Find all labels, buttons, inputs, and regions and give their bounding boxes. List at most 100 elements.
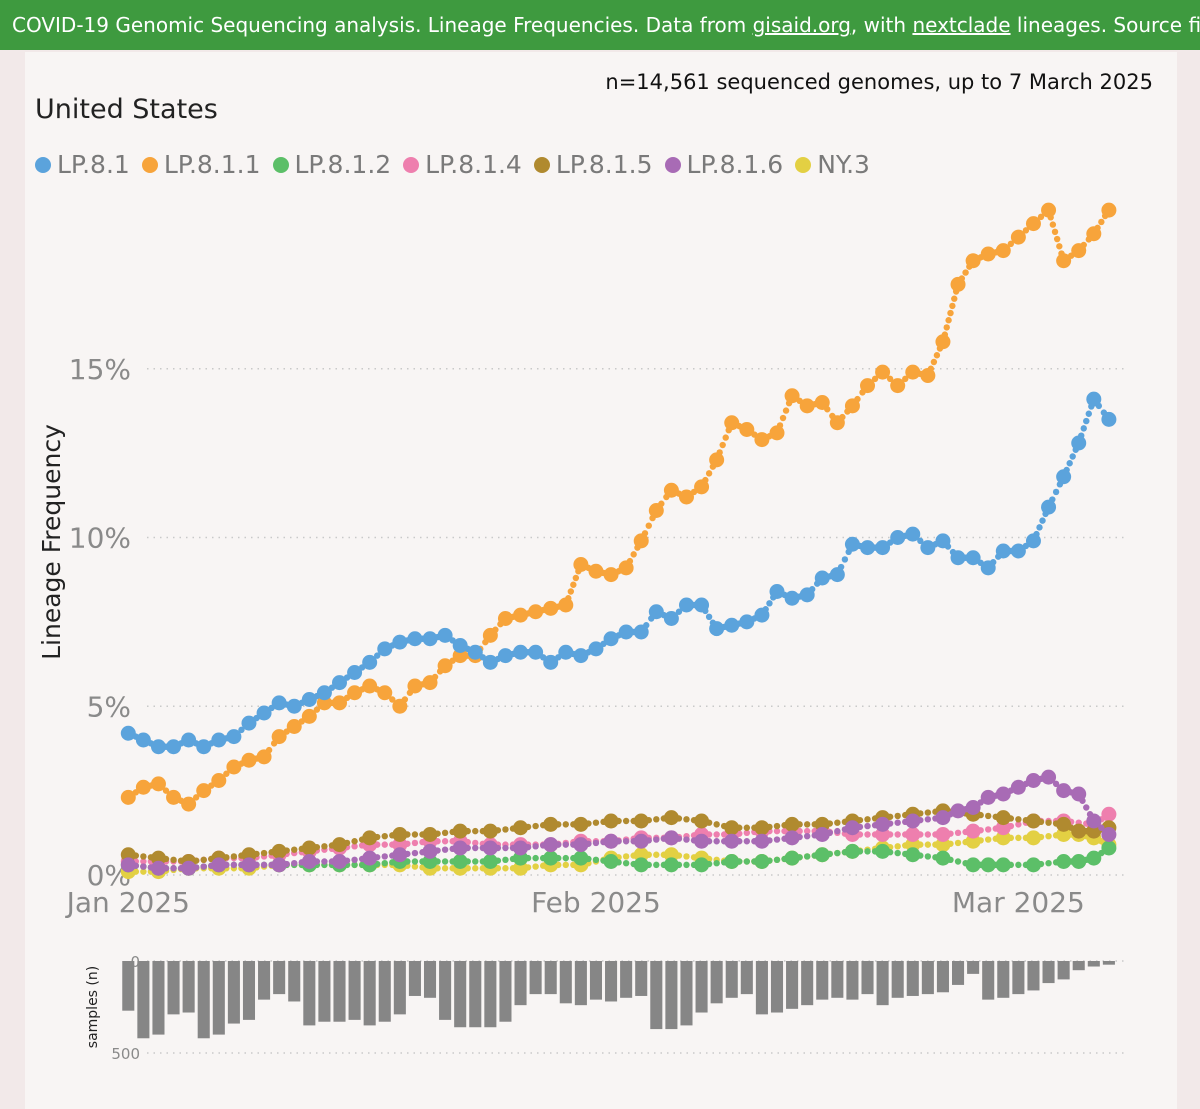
series-lp-8-1-1-point xyxy=(271,729,287,745)
series-lp-8-1-5-connector xyxy=(230,853,238,860)
series-ny-3-connector xyxy=(502,865,509,872)
series-lp-8-1-2-connector xyxy=(743,858,751,865)
series-lp-8-1-1-point xyxy=(166,789,182,805)
sample-bar xyxy=(318,961,331,1022)
sample-bar xyxy=(273,961,286,995)
legend-item-lp-8-1-2[interactable]: LP.8.1.2 xyxy=(272,150,392,179)
series-lp-8-1-2-point xyxy=(1025,857,1041,873)
gisaid-link[interactable]: gisaid.org xyxy=(752,13,851,37)
series-lp-8-1-6-connector xyxy=(1083,804,1090,811)
legend-item-lp-8-1[interactable]: LP.8.1 xyxy=(35,150,130,179)
series-lp-8-1-1-point xyxy=(694,479,710,495)
series-lp-8-1-6-point xyxy=(392,847,408,863)
series-lp-8-1-6-connector xyxy=(351,856,358,864)
series-lp-8-1-5-point xyxy=(1056,816,1072,832)
series-lp-8-1-5-connector xyxy=(894,812,901,820)
series-lp-8-1-connector xyxy=(917,537,924,545)
series-lp-8-1-6-point xyxy=(1025,773,1041,788)
sample-bar xyxy=(393,961,406,1015)
banner-text-3: lineages. Source files and xyxy=(1016,13,1200,37)
series-lp-8-1-2-connector xyxy=(472,858,479,865)
series-lp-8-1-2-connector xyxy=(351,861,358,869)
series-lp-8-1-1-point xyxy=(181,796,197,812)
series-lp-8-1-1-connector xyxy=(570,581,577,588)
series-lp-8-1-5-connector xyxy=(562,821,569,828)
series-lp-8-1-6-connector xyxy=(532,843,539,850)
series-lp-8-1-4-point xyxy=(965,823,981,839)
series-lp-8-1-2-connector xyxy=(441,858,449,865)
series-lp-8-1-point xyxy=(1010,543,1026,559)
legend-item-lp-8-1-1[interactable]: LP.8.1.1 xyxy=(141,150,261,179)
series-lp-8-1-1-point xyxy=(120,789,136,805)
series-lp-8-1-2-point xyxy=(875,843,891,859)
series-lp-8-1-6-point xyxy=(1041,769,1057,785)
legend-label: LP.8.1.2 xyxy=(294,150,392,179)
series-lp-8-1-5-connector xyxy=(532,822,539,830)
series-lp-8-1-6-point xyxy=(543,837,559,853)
legend-item-lp-8-1-5[interactable]: LP.8.1.5 xyxy=(533,150,653,179)
nextclade-link[interactable]: nextclade xyxy=(912,13,1011,37)
series-lp-8-1-1-connector xyxy=(943,324,950,331)
series-lp-8-1-connector xyxy=(1085,410,1092,417)
series-lp-8-1-point xyxy=(995,543,1011,559)
chart-panel: n=14,561 sequenced genomes, up to 7 Marc… xyxy=(25,52,1177,1109)
series-lp-8-1-1-point xyxy=(362,678,378,694)
series-lp-8-1-2-connector xyxy=(1015,861,1022,869)
y-tick-label: 10% xyxy=(69,522,131,555)
series-lp-8-1-2-point xyxy=(1071,854,1087,869)
sample-bar xyxy=(650,961,663,1030)
sample-bar xyxy=(710,961,723,1004)
series-lp-8-1-4-connector xyxy=(743,829,751,837)
series-lp-8-1-1-connector xyxy=(722,434,729,441)
series-lp-8-1-connector xyxy=(238,726,245,734)
series-lp-8-1-2-connector xyxy=(683,861,690,869)
top-banner: COVID-19 Genomic Sequencing analysis. Li… xyxy=(0,0,1200,50)
series-lp-8-1-1-point xyxy=(1056,253,1072,269)
legend-item-ny-3[interactable]: NY.3 xyxy=(795,150,870,179)
series-lp-8-1-1-connector xyxy=(945,317,952,324)
series-lp-8-1-point xyxy=(875,540,891,556)
series-lp-8-1-6-connector xyxy=(381,853,388,860)
series-lp-8-1-1-point xyxy=(678,489,694,505)
series-lp-8-1-point xyxy=(135,732,151,748)
series-lp-8-1-5-connector xyxy=(622,817,630,825)
series-lp-8-1-point xyxy=(422,631,438,647)
series-lp-8-1-5-point xyxy=(573,816,589,832)
series-lp-8-1-6-point xyxy=(935,810,951,826)
series-lp-8-1-point xyxy=(407,631,423,647)
series-lp-8-1-point xyxy=(890,530,906,545)
series-lp-8-1-1-point xyxy=(241,752,257,768)
series-ny-3-connector xyxy=(954,839,962,847)
series-lp-8-1-2-point xyxy=(482,854,498,869)
series-ny-3-connector xyxy=(562,861,569,869)
series-lp-8-1-6-point xyxy=(844,820,860,836)
series-lp-8-1-point xyxy=(648,604,664,620)
series-lp-8-1-point xyxy=(1041,499,1057,515)
sample-bar xyxy=(589,961,602,1000)
series-lp-8-1-2-connector xyxy=(502,856,509,864)
sample-bar xyxy=(574,961,587,1006)
legend-item-lp-8-1-4[interactable]: LP.8.1.4 xyxy=(403,150,522,179)
series-lp-8-1-1-point xyxy=(1101,202,1117,218)
sample-bar xyxy=(680,961,693,1026)
sample-bar xyxy=(454,961,467,1028)
series-lp-8-1-2-connector xyxy=(381,859,388,867)
series-lp-8-1-1-connector xyxy=(871,375,879,383)
legend-item-lp-8-1-6[interactable]: LP.8.1.6 xyxy=(664,150,783,179)
series-lp-8-1-1-connector xyxy=(1049,221,1057,228)
series-lp-8-1-6-point xyxy=(1056,783,1072,799)
series-lp-8-1-1-point xyxy=(196,783,212,799)
series-lp-8-1-6-point xyxy=(482,840,498,856)
sample-bar xyxy=(801,961,814,1006)
series-lp-8-1-2-connector xyxy=(622,859,630,867)
series-lp-8-1-1-connector xyxy=(1098,218,1105,226)
series-lp-8-1-2-point xyxy=(1056,854,1072,869)
sample-bar xyxy=(921,961,934,995)
series-lp-8-1-point xyxy=(1071,435,1087,451)
series-lp-8-1-1-connector xyxy=(313,706,321,713)
series-lp-8-1-5-point xyxy=(603,813,619,829)
series-lp-8-1-4-connector xyxy=(713,831,720,838)
series-lp-8-1-point xyxy=(1025,533,1041,549)
series-lp-8-1-1-point xyxy=(965,253,981,269)
series-ny-3-connector xyxy=(472,865,479,872)
